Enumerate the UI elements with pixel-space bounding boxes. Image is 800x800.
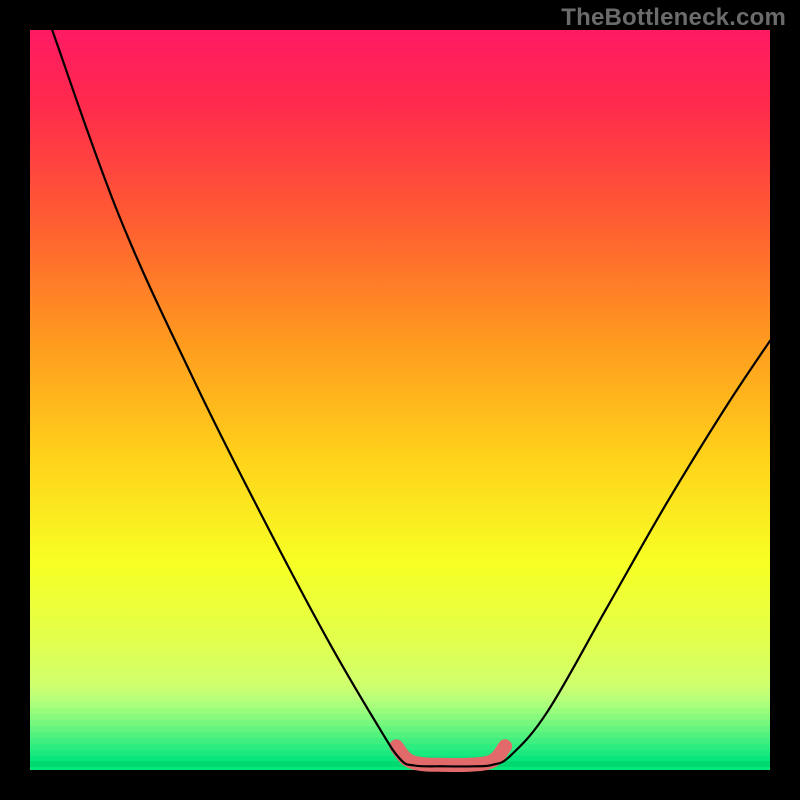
- watermark-text: TheBottleneck.com: [561, 4, 786, 32]
- bottleneck-curve-chart: [0, 0, 800, 800]
- chart-gradient-bg: [30, 30, 770, 770]
